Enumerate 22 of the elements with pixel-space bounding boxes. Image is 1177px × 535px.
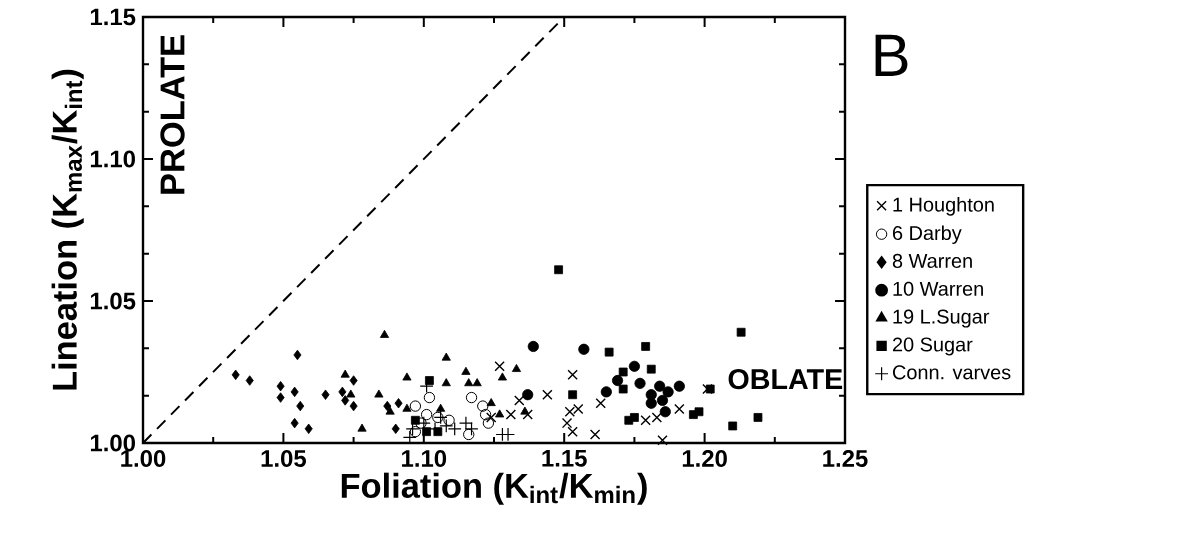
text: B	[875, 34, 908, 76]
x-tick-label: 1.00	[121, 450, 166, 467]
y-tick-label: 1.10	[90, 150, 135, 168]
legend-label: 10 Warren	[893, 281, 983, 296]
y-axis-title: Lineation (K$_{max}$/K$_{int}$)	[51, 69, 84, 390]
legend-label: 6 Darby	[892, 225, 962, 245]
x-tick-label: 1.20	[682, 450, 727, 467]
y-tick-label: 1.00	[90, 434, 135, 452]
x-axis-title: Foliation (K$_{int}$/K$_{min}$)	[341, 472, 647, 505]
annotation: PROLATE	[160, 35, 185, 194]
x-tick-label: 1.25	[823, 450, 868, 467]
legend-label: 20 Sugar	[892, 337, 973, 356]
x-tick-label: 1.15	[542, 450, 587, 467]
x-tick-label: 1.10	[402, 450, 447, 467]
annotation: OBLATE	[728, 368, 843, 390]
y-tick-label: 1.15	[90, 8, 136, 26]
legend-label: 19 L.Sugar	[893, 309, 990, 328]
x-tick-label: 1.05	[261, 450, 306, 467]
y-tick-label: 1.05	[90, 292, 136, 310]
legend-label: Conn. varves	[892, 365, 1011, 380]
legend-label: 1 Houghton	[893, 197, 994, 216]
legend-label: 8 Warren	[892, 253, 972, 268]
